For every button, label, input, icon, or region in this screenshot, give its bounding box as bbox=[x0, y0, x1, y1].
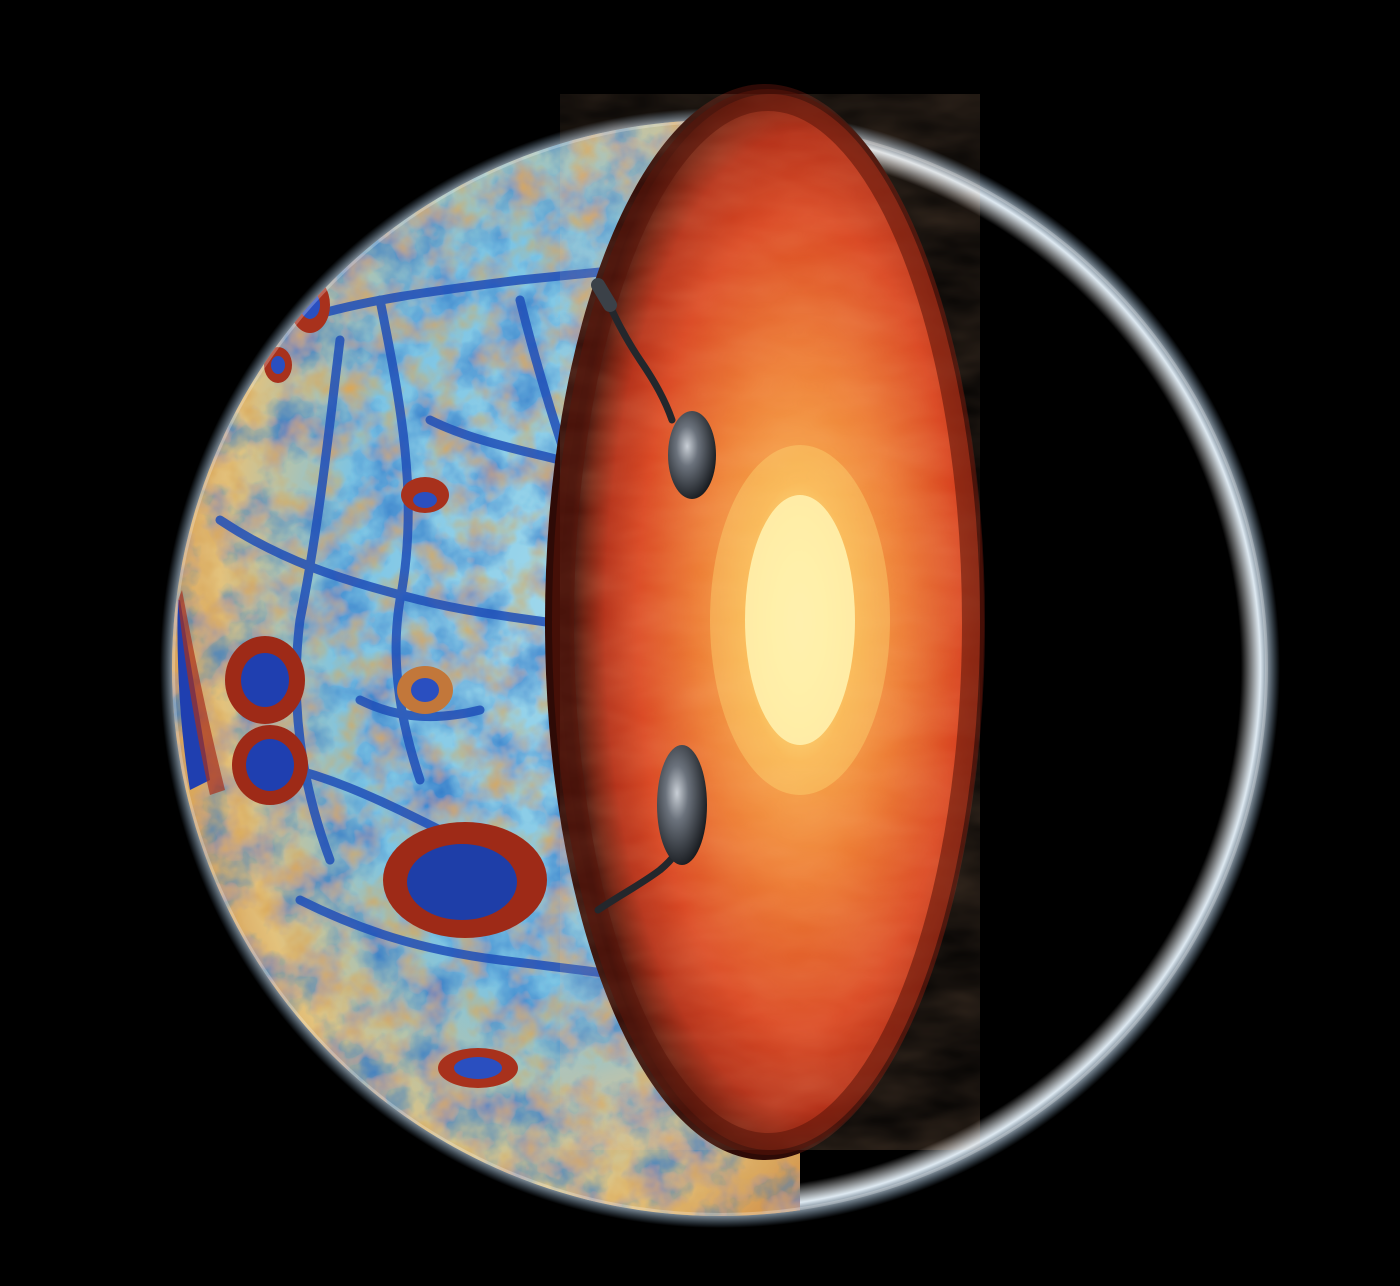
hot-core bbox=[745, 495, 855, 745]
upper-intrusion bbox=[591, 278, 716, 499]
lower-intrusion bbox=[594, 745, 707, 914]
cutaway-interior bbox=[545, 84, 985, 1160]
